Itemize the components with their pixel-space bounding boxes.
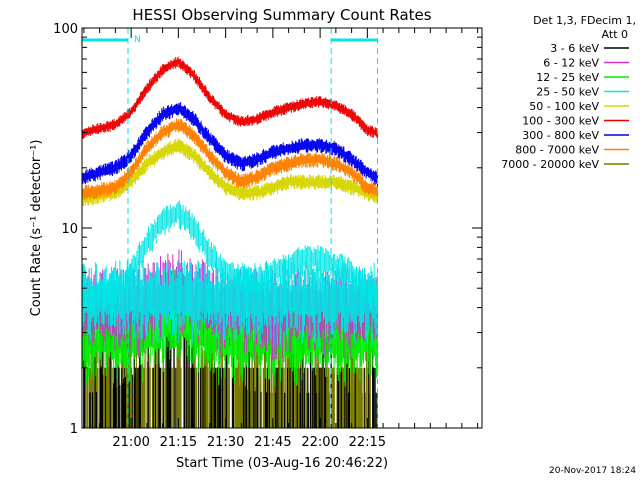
legend-label: 300 - 800 keV — [522, 129, 599, 142]
x-axis-label: Start Time (03-Aug-16 20:46:22) — [176, 456, 388, 471]
series-300-800-kev — [82, 101, 379, 187]
y-axis-label: Count Rate (s⁻¹ detector⁻¹) — [29, 140, 44, 317]
x-tick-label: 21:00 — [112, 435, 149, 450]
x-tick-label: 21:30 — [207, 435, 244, 450]
series-25-50-kev — [82, 200, 378, 314]
legend-label: 7000 - 20000 keV — [501, 158, 599, 171]
y-tick-label: 1 — [70, 422, 78, 437]
footer-timestamp: 20-Nov-2017 18:24 — [549, 466, 636, 476]
series-25-50-kev — [82, 260, 378, 348]
legend-label: 3 - 6 keV — [550, 42, 599, 55]
series-800-7000-kev — [82, 118, 379, 201]
x-tick-label: 21:45 — [254, 435, 291, 450]
y-tick-label: 100 — [53, 22, 78, 37]
legend-label: 6 - 12 keV — [543, 57, 599, 70]
legend-label: 100 - 300 keV — [522, 115, 599, 128]
series-3-6-kev — [83, 332, 378, 428]
legend: Det 1,3, FDecim 1,Att 03 - 6 keV 6 - 12 k… — [501, 14, 636, 171]
legend-label: 50 - 100 keV — [529, 100, 599, 113]
legend-header-line: Att 0 — [602, 28, 628, 41]
chart-title: HESSI Observing Summary Count Rates — [132, 6, 431, 24]
x-tick-label: 22:00 — [301, 435, 338, 450]
legend-label: 25 - 50 keV — [536, 86, 599, 99]
y-tick-label: 10 — [61, 222, 78, 237]
attenuator-bar-label: N — [134, 35, 141, 45]
legend-header-line: Det 1,3, FDecim 1, — [533, 14, 636, 27]
legend-label: 12 - 25 keV — [536, 71, 599, 84]
series-100-300-kev — [82, 56, 379, 140]
axes-layer: 21:00 21:15 21:30 21:45 22:00 22:15 1 10 100 — [53, 22, 482, 450]
x-tick-label: 21:15 — [160, 435, 197, 450]
legend-label: 800 - 7000 keV — [515, 144, 599, 157]
x-tick-label: 22:15 — [349, 435, 386, 450]
data-layer: N — [82, 28, 379, 428]
